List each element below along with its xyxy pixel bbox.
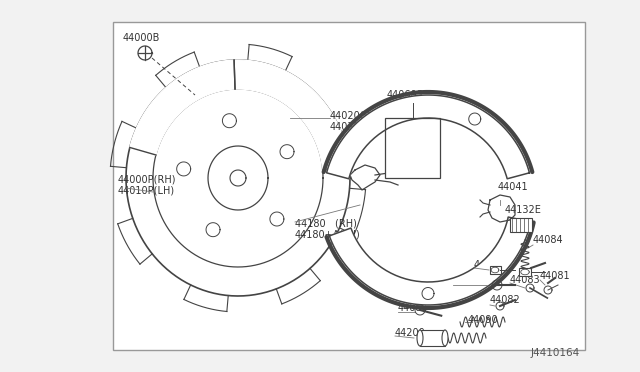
Text: 44084: 44084 (398, 303, 429, 313)
Ellipse shape (417, 330, 423, 346)
Text: 44041: 44041 (498, 182, 529, 192)
Text: 44090: 44090 (468, 315, 499, 325)
Text: 44000P(RH)
44010P(LH): 44000P(RH) 44010P(LH) (118, 174, 177, 196)
Bar (385, 118, 440, 178)
Bar (420, 330, 445, 346)
Bar (113, 22, 585, 350)
Polygon shape (326, 95, 529, 179)
Text: J4410164: J4410164 (531, 348, 580, 358)
Text: 44090: 44090 (474, 260, 504, 270)
Bar (490, 266, 500, 274)
Ellipse shape (442, 330, 448, 346)
Text: 44200: 44200 (395, 328, 426, 338)
Text: 44083: 44083 (510, 275, 541, 285)
Text: 44082: 44082 (490, 295, 521, 305)
Text: 44084: 44084 (533, 235, 564, 245)
Polygon shape (234, 60, 349, 170)
Bar (510, 218, 532, 232)
Text: 44020(RH)
44030(LH): 44020(RH) 44030(LH) (330, 110, 383, 132)
Text: 44083: 44083 (453, 277, 484, 287)
Text: 44180   (RH)
44180+A(LH): 44180 (RH) 44180+A(LH) (295, 218, 361, 240)
Text: 44081: 44081 (540, 271, 571, 281)
Polygon shape (330, 217, 531, 305)
Text: 44132E: 44132E (505, 205, 542, 215)
Polygon shape (130, 60, 235, 155)
Text: 44000B: 44000B (123, 33, 161, 43)
Text: 44060S: 44060S (387, 90, 424, 100)
Bar (519, 268, 531, 276)
